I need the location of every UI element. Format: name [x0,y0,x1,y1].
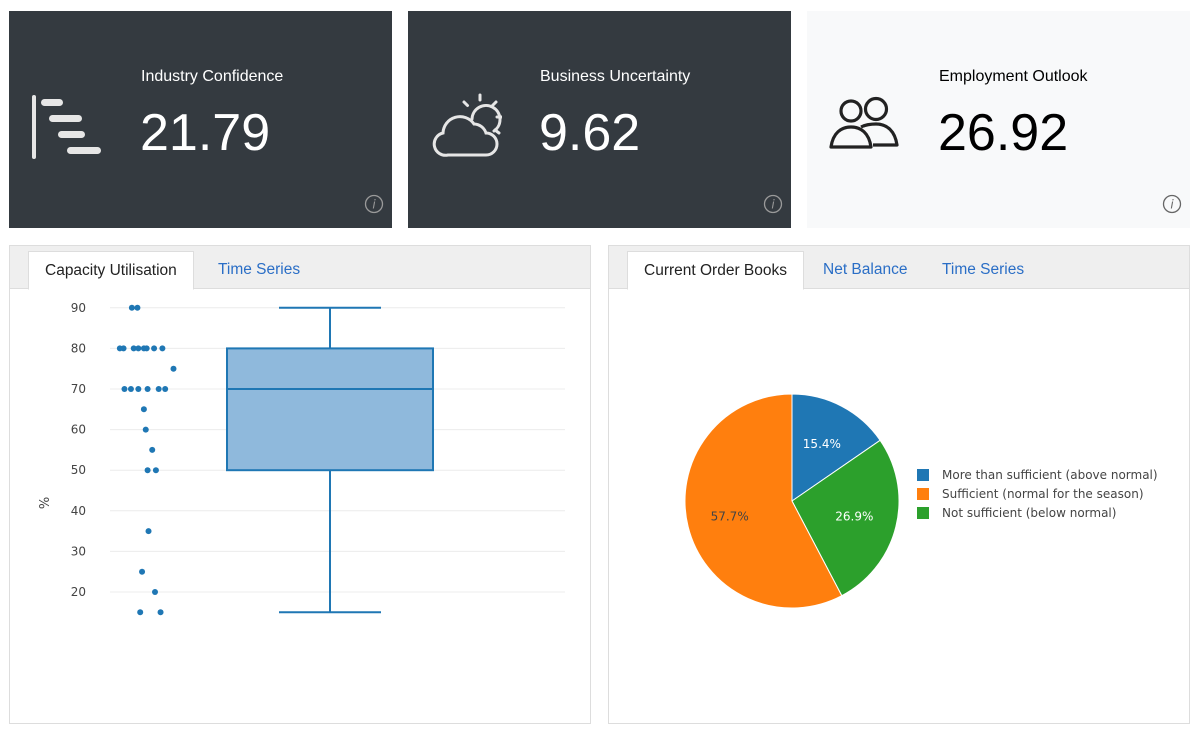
tab-bar: Capacity Utilisation Time Series [10,246,590,290]
pie-slice-label: 15.4% [803,437,841,451]
y-tick-label: 40 [71,504,86,518]
kpi-value: 21.79 [140,104,271,162]
data-point [130,345,137,352]
info-icon[interactable]: i [763,194,783,214]
legend-swatch [917,469,929,481]
tab-time-series[interactable]: Time Series [942,261,1025,278]
capacity-utilisation-panel: Capacity Utilisation Time Series 20 30 40 5… [9,245,591,724]
order-books-panel: Current Order Books Net Balance Time Ser… [608,245,1190,724]
svg-text:i: i [372,198,376,212]
y-axis-label: % [38,497,53,509]
data-point [135,345,142,352]
kpi-label: Business Uncertainty [540,68,691,85]
svg-text:i: i [771,198,775,212]
data-point [128,304,135,311]
data-point [135,386,142,392]
legend-swatch [917,507,929,519]
cloud-sun-icon [432,93,502,157]
y-tick-label: 60 [71,423,86,437]
data-point [120,345,127,352]
data-point [157,609,164,616]
data-point [162,386,169,392]
data-point [144,467,151,474]
legend-label: Sufficient (normal for the season) [942,487,1144,501]
svg-text:i: i [1170,198,1174,212]
kpi-label: Industry Confidence [141,68,284,85]
order-books-pie-chart: 15.4% 26.9% 57.7% More than sufficient (abo… [684,393,1158,609]
tab-time-series[interactable]: Time Series [218,261,301,278]
kpi-card-business-uncertainty: Business Uncertainty 9.62 i [408,11,791,228]
data-point [144,386,151,392]
data-point [139,568,146,575]
y-tick-label: 90 [71,301,86,315]
y-tick-label: 30 [71,544,86,558]
data-point [151,345,158,352]
data-point [152,589,158,595]
y-tick-label: 70 [71,382,86,396]
pie-slice [791,439,900,597]
pie-slice-label: 26.9% [835,509,873,523]
pie-slice [791,393,881,502]
pie-slice-label: 57.7% [711,509,749,523]
data-point [134,304,141,311]
y-tick-label: 50 [71,463,86,477]
data-point [142,426,149,433]
kpi-value: 9.62 [539,104,641,162]
kpi-card-industry-confidence: Industry Confidence 21.79 i [9,11,392,228]
data-point [145,528,152,535]
data-point [155,386,162,392]
pie-slice [684,393,843,609]
tab-current-order-books[interactable]: Current Order Books [627,251,804,290]
tab-net-balance[interactable]: Net Balance [823,261,908,278]
legend-label: More than sufficient (above normal) [942,468,1158,482]
gantt-bars-icon [32,95,101,159]
legend-label: Not sufficient (below normal) [942,506,1116,520]
data-point [149,446,156,453]
data-point [170,365,177,372]
data-point [127,386,134,392]
kpi-value: 26.92 [938,104,1069,162]
data-point [152,467,159,474]
info-icon[interactable]: i [364,194,384,214]
kpi-label: Employment Outlook [939,68,1088,85]
y-tick-label: 80 [71,341,86,355]
legend-swatch [917,488,929,500]
people-icon [829,96,899,149]
data-point [121,386,128,392]
info-icon[interactable]: i [1162,194,1182,214]
kpi-card-employment-outlook: Employment Outlook 26.92 i [807,11,1190,228]
tab-bar: Current Order Books Net Balance Time Ser… [609,246,1189,290]
y-tick-label: 20 [71,585,86,599]
capacity-box-plot: 20 30 40 50 60 70 80 90% [38,301,565,616]
data-point [143,345,150,352]
tab-capacity-utilisation[interactable]: Capacity Utilisation [28,251,194,290]
box-iqr [226,347,434,472]
data-point [159,345,166,352]
data-point [137,609,144,616]
data-point [140,406,147,413]
